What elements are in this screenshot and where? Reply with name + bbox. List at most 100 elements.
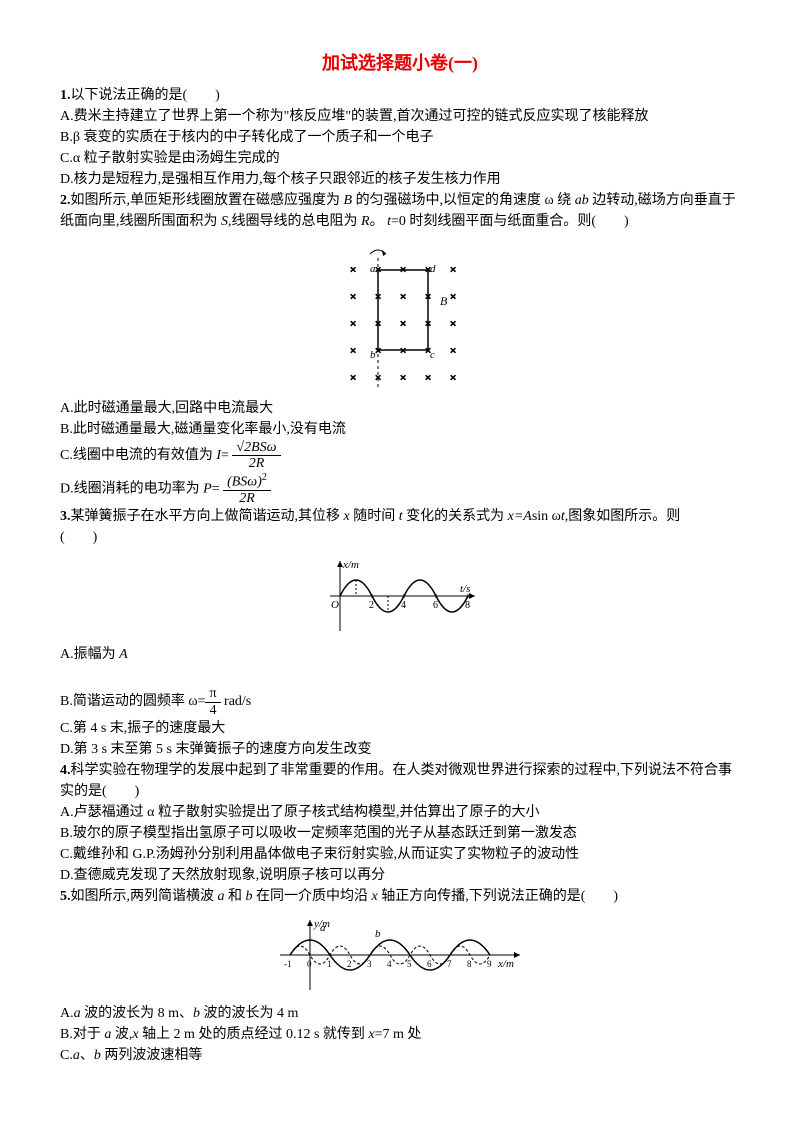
svg-text:t/s: t/s [460,583,470,595]
q5-a-a: a [74,1006,81,1021]
q5-c-b: b [94,1048,101,1063]
q2-opt-b: B.此时磁通量最大,磁通量变化率最小,没有电流 [60,422,346,437]
svg-text:2: 2 [347,959,352,969]
q3-options: A.振幅为 A B.简谐运动的圆频率 ω=π4 rad/s C.第 4 s 末,… [60,644,740,760]
q5-number: 5. [60,889,71,904]
q3-b-end: rad/s [221,694,252,709]
q5-b-mid: 波, [111,1027,132,1042]
q5-options: A.a 波的波长为 8 m、b 波的波长为 4 m B.对于 a 波,x 轴上 … [60,1003,740,1066]
q5-b: b [246,889,253,904]
q2-S: S [221,214,228,229]
q1-number: 1. [60,88,71,103]
q3-figure: O 2 4 6 8 t/s x/m [60,556,740,636]
svg-text:×: × [450,264,456,276]
svg-text:9: 9 [487,959,492,969]
question-3: 3.某弹簧振子在水平方向上做简谐运动,其位移 x 随时间 t 变化的关系式为 x… [60,506,740,548]
q2-stem-2: 的匀强磁场中,以恒定的角速度 ω 绕 [352,193,575,208]
svg-text:c: c [430,349,435,361]
svg-text:-1: -1 [284,959,292,969]
q4-opt-d: D.查德威克发现了天然放射现象,说明原子核可以再分 [60,868,385,883]
svg-text:x/m: x/m [342,559,359,571]
svg-text:×: × [350,372,356,384]
svg-text:6: 6 [427,959,432,969]
q5-b-pre: B.对于 [60,1027,104,1042]
question-1: 1.以下说法正确的是( ) A.费米主持建立了世界上第一个称为"核反应堆"的装置… [60,85,740,190]
q5-a-mid: 波的波长为 8 m、 [81,1006,193,1021]
svg-text:a: a [370,263,376,275]
svg-text:×: × [400,345,406,357]
q3-stem-3: 变化的关系式为 [403,509,508,524]
q2-c-frac: √2BSω2R [232,440,280,472]
svg-text:×: × [350,318,356,330]
q5-stem-2: 和 [225,889,246,904]
q1-opt-a: A.费米主持建立了世界上第一个称为"核反应堆"的装置,首次通过可控的链式反应实现… [60,109,649,124]
q5-stem-3: 在同一介质中均沿 [253,889,372,904]
q2-stem-5: 。 [370,214,388,229]
q2-options: A.此时磁通量最大,回路中电流最大 B.此时磁通量最大,磁通量变化率最小,没有电… [60,398,740,506]
q3-stem-2: 随时间 [350,509,399,524]
svg-text:5: 5 [407,959,412,969]
q2-stem-6: =0 时刻线圈平面与纸面重合。则( ) [391,214,629,229]
q5-c-mid: 、 [80,1048,94,1063]
q2-stem-1: 如图所示,单匝矩形线圈放置在磁感应强度为 [71,193,344,208]
svg-text:8: 8 [465,600,470,611]
svg-text:b: b [370,349,376,361]
q2-d-eq: = [212,481,220,496]
q2-stem-4: ,线圈导线的总电阻为 [228,214,361,229]
svg-text:8: 8 [467,959,472,969]
svg-text:×: × [350,264,356,276]
q4-opt-c: C.戴维孙和 G.P.汤姆孙分别利用晶体做电子束衍射实验,从而证实了实物粒子的波… [60,847,579,862]
q3-eq: x=A [508,509,532,524]
q2-B: B [344,193,353,208]
q5-a-end: 波的波长为 4 m [200,1006,298,1021]
svg-text:0: 0 [307,959,312,969]
q1-opt-c: C.α 粒子散射实验是由汤姆生完成的 [60,151,280,166]
svg-text:×: × [400,372,406,384]
q2-opt-c-pre: C.线圈中电流的有效值为 [60,448,216,463]
svg-text:×: × [450,372,456,384]
q5-c-a: a [73,1048,80,1063]
question-4: 4.科学实验在物理学的发展中起到了非常重要的作用。在人类对微观世界进行探索的过程… [60,760,740,886]
q5-c-pre: C. [60,1048,73,1063]
svg-text:×: × [450,318,456,330]
svg-text:4: 4 [387,959,392,969]
q3-sin: sin ω [532,509,561,524]
q2-d-P: P [203,481,212,496]
q3-opt-a-pre: A.振幅为 [60,647,119,662]
svg-text:y/m: y/m [313,918,330,930]
svg-text:6: 6 [433,600,438,611]
q5-figure: a b y/m x/m -1 0 1 2 3 4 5 6 7 8 9 [60,915,740,995]
q4-number: 4. [60,763,71,778]
svg-text:B: B [440,294,448,308]
q5-c-end: 两列波波速相等 [101,1048,203,1063]
svg-text:2: 2 [369,600,374,611]
q3-a-val: A [119,647,128,662]
q3-stem-1: 某弹簧振子在水平方向上做简谐运动,其位移 [71,509,344,524]
q4-opt-a: A.卢瑟福通过 α 粒子散射实验提出了原子核式结构模型,并估算出了原子的大小 [60,805,539,820]
q2-c-eq: = [221,448,229,463]
q5-stem-1: 如图所示,两列简谐横波 [71,889,218,904]
q2-number: 2. [60,193,71,208]
svg-text:4: 4 [401,600,406,611]
q5-b-end: =7 m 处 [375,1027,422,1042]
q3-number: 3. [60,509,71,524]
q5-b-mid2: 轴上 2 m 处的质点经过 0.12 s 就传到 [139,1027,369,1042]
svg-text:O: O [331,599,339,611]
svg-text:1: 1 [327,959,332,969]
question-2: 2.如图所示,单匝矩形线圈放置在磁感应强度为 B 的匀强磁场中,以恒定的角速度 … [60,190,740,232]
q5-stem-4: 轴正方向传播,下列说法正确的是( ) [378,889,618,904]
question-5: 5.如图所示,两列简谐横波 a 和 b 在同一介质中均沿 x 轴正方向传播,下列… [60,886,740,907]
q1-stem: 以下说法正确的是( ) [71,88,220,103]
q1-opt-b: B.β 衰变的实质在于核内的中子转化成了一个质子和一个电子 [60,130,433,145]
q2-R: R [361,214,370,229]
q3-opt-b-pre: B.简谐运动的圆频率 ω= [60,694,205,709]
q2-opt-a: A.此时磁通量最大,回路中电流最大 [60,401,273,416]
svg-text:×: × [450,291,456,303]
q5-a: a [218,889,225,904]
q4-opt-b: B.玻尔的原子模型指出氢原子可以吸收一定频率范围的光子从基态跃迁到第一激发态 [60,826,577,841]
svg-text:b: b [375,928,381,940]
q2-opt-d-pre: D.线圈消耗的电功率为 [60,481,203,496]
q5-a-b: b [193,1006,200,1021]
q3-opt-c: C.第 4 s 末,振子的速度最大 [60,721,225,736]
svg-text:7: 7 [447,959,452,969]
